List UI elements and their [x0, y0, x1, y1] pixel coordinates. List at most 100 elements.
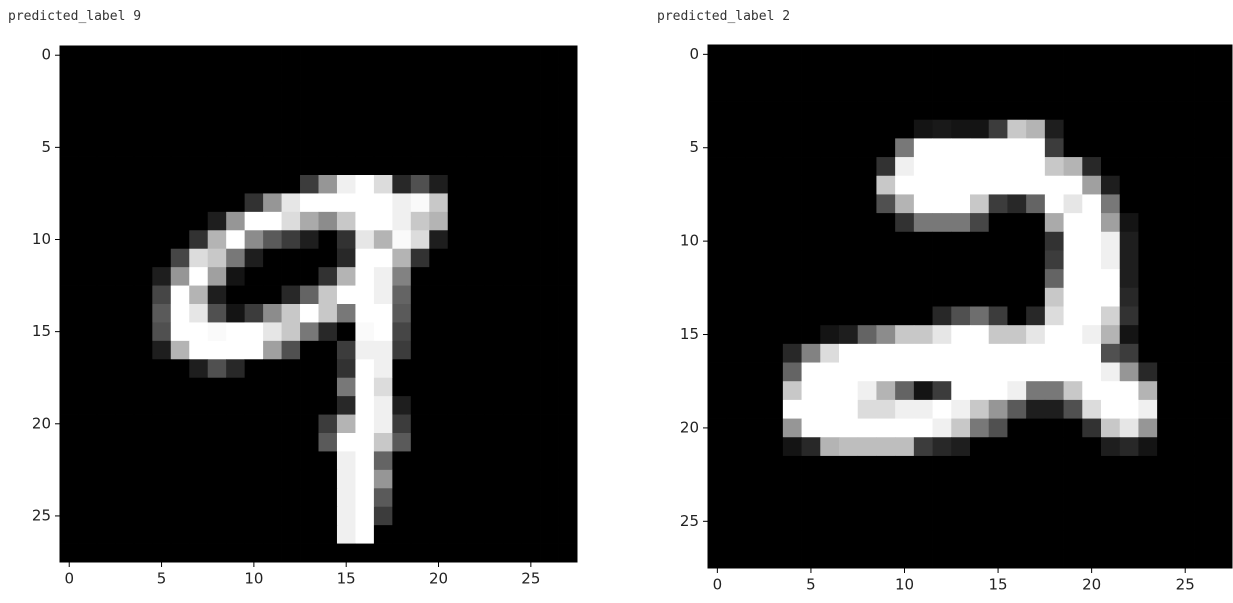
pixel [1157, 138, 1176, 157]
pixel [764, 101, 783, 120]
pixel [282, 193, 301, 212]
pixel [708, 64, 727, 83]
pixel [1138, 456, 1157, 475]
pixel [1176, 325, 1195, 344]
pixel [263, 525, 282, 544]
pixel [1082, 344, 1101, 363]
pixel [1157, 213, 1176, 232]
pixel [820, 307, 839, 326]
pixel [727, 456, 746, 475]
pixel [300, 175, 319, 194]
pixel [189, 322, 208, 341]
pixel [1007, 64, 1026, 83]
pixel [522, 193, 541, 212]
pixel [559, 359, 578, 378]
pixel [783, 288, 802, 307]
pixel [1064, 194, 1083, 213]
pixel [1120, 120, 1139, 139]
pixel [245, 415, 264, 434]
pixel [858, 250, 877, 269]
pixel [876, 45, 895, 64]
pixel [485, 230, 504, 249]
pixel [485, 415, 504, 434]
pixel [152, 212, 171, 231]
pixel [1213, 45, 1232, 64]
pixel [989, 475, 1008, 494]
pixel [337, 138, 356, 157]
pixel [448, 83, 467, 102]
pixel [374, 230, 393, 249]
pixel [1157, 344, 1176, 363]
pixel [355, 525, 374, 544]
pixel [337, 322, 356, 341]
pixel [708, 101, 727, 120]
pixel [337, 286, 356, 305]
pixel [802, 157, 821, 176]
pixel [820, 531, 839, 550]
pixel [448, 249, 467, 268]
pixel [300, 193, 319, 212]
pixel [392, 451, 411, 470]
pixel [951, 232, 970, 251]
pixel [839, 157, 858, 176]
pixel [1101, 213, 1120, 232]
pixel [895, 419, 914, 438]
pixel [820, 475, 839, 494]
pixel [263, 488, 282, 507]
pixel [727, 344, 746, 363]
pixel [1213, 475, 1232, 494]
pixel [1120, 64, 1139, 83]
pixel [989, 288, 1008, 307]
pixel [355, 101, 374, 120]
pixel [540, 83, 559, 102]
pixel [226, 120, 245, 139]
pixel [300, 451, 319, 470]
pixel [78, 451, 97, 470]
pixel [727, 157, 746, 176]
pixel [60, 193, 79, 212]
pixel [78, 525, 97, 544]
pixel [263, 157, 282, 176]
pixel [876, 549, 895, 568]
pixel [226, 378, 245, 397]
pixel [839, 269, 858, 288]
pixel [522, 64, 541, 83]
pixel [1026, 101, 1045, 120]
pixel [970, 101, 989, 120]
pixel [522, 46, 541, 65]
pixel [503, 175, 522, 194]
pixel [951, 120, 970, 139]
pixel [60, 378, 79, 397]
pixel [282, 120, 301, 139]
x-tick-label: 15 [337, 570, 356, 588]
pixel [1064, 344, 1083, 363]
pixel [876, 344, 895, 363]
pixel [1082, 288, 1101, 307]
pixel [764, 381, 783, 400]
pixel [411, 341, 430, 360]
pixel [171, 488, 190, 507]
pixel [189, 304, 208, 323]
pixel [485, 304, 504, 323]
pixel [1007, 344, 1026, 363]
pixel [1101, 419, 1120, 438]
pixel [540, 212, 559, 231]
pixel [282, 525, 301, 544]
pixel [1082, 45, 1101, 64]
pixel [263, 101, 282, 120]
pixel [466, 138, 485, 157]
pixel [245, 341, 264, 360]
pixel [933, 456, 952, 475]
pixel [522, 304, 541, 323]
pixel [355, 415, 374, 434]
pixel [1176, 64, 1195, 83]
pixel [134, 304, 153, 323]
pixel [189, 525, 208, 544]
pixel [783, 419, 802, 438]
pixel [1138, 64, 1157, 83]
pixel [1176, 512, 1195, 531]
pixel [503, 322, 522, 341]
pixel [97, 396, 116, 415]
pixel [1082, 120, 1101, 139]
pixel [78, 230, 97, 249]
